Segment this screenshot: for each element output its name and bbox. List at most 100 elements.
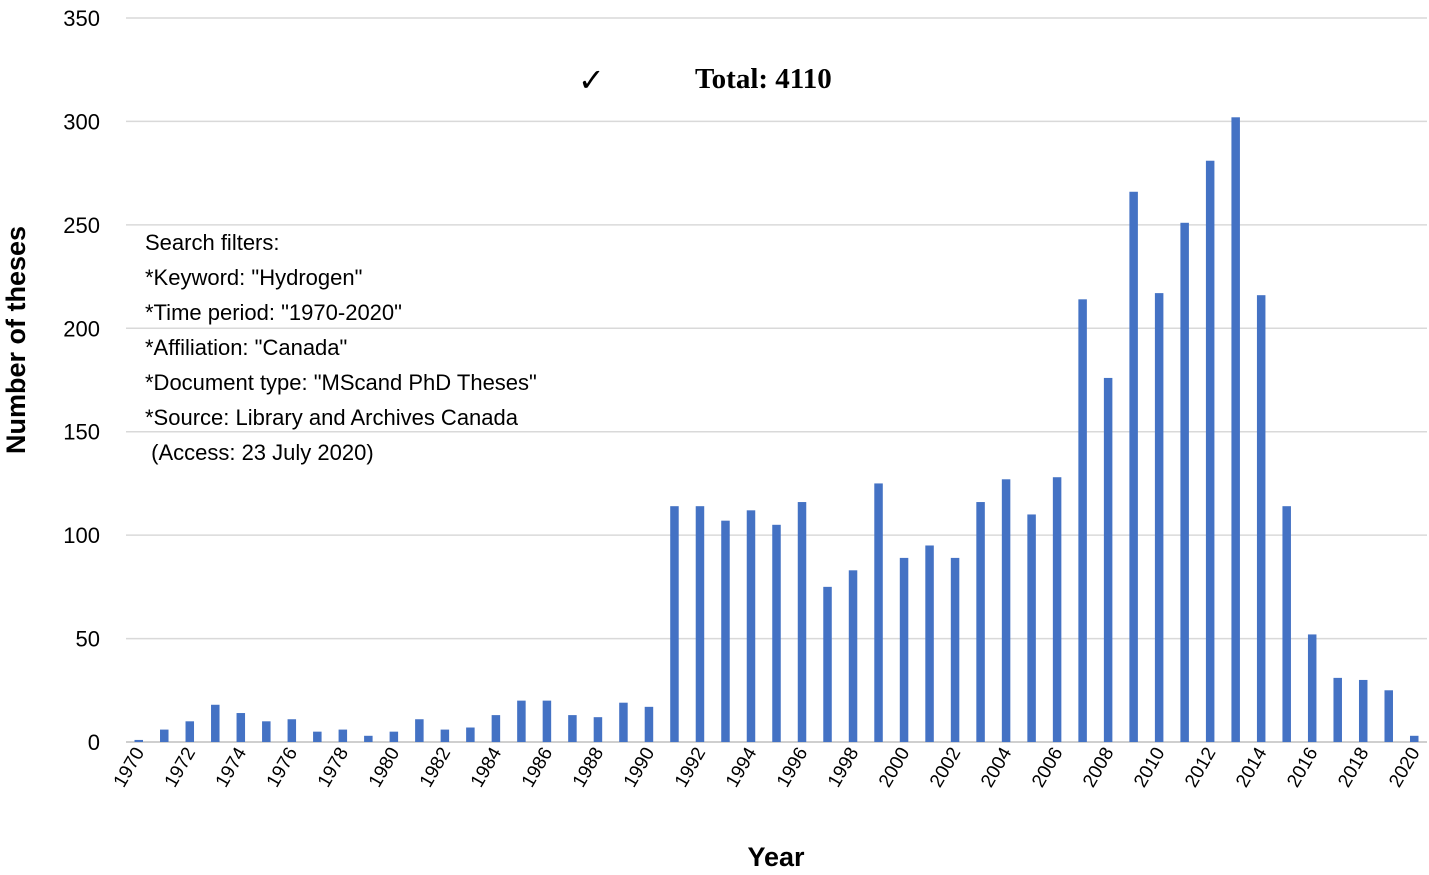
x-tick-label: 1976 bbox=[263, 744, 302, 791]
bar-2004 bbox=[1001, 479, 1011, 742]
total-check-icon: ✓ bbox=[578, 61, 605, 99]
bar-2016 bbox=[1307, 634, 1317, 742]
x-tick-label: 1978 bbox=[314, 744, 353, 791]
bar-2010 bbox=[1154, 293, 1164, 742]
bar-1987 bbox=[568, 715, 577, 742]
bar-1992 bbox=[695, 506, 705, 742]
bar-1988 bbox=[593, 717, 603, 742]
x-tick-label: 2006 bbox=[1028, 744, 1067, 791]
x-tick-label: 2012 bbox=[1181, 744, 1220, 791]
bar-2005 bbox=[1027, 514, 1036, 742]
x-axis-title: Year bbox=[747, 842, 805, 872]
bar-2000 bbox=[899, 557, 909, 742]
x-tick-label: 2018 bbox=[1334, 744, 1373, 791]
bars bbox=[134, 117, 1419, 742]
bar-1980 bbox=[389, 731, 399, 742]
search-filters-note: Search filters: *Keyword: "Hydrogen" *Time… bbox=[145, 230, 537, 465]
y-tick-label: 100 bbox=[63, 523, 100, 548]
bar-2006 bbox=[1052, 477, 1062, 742]
bar-1983 bbox=[466, 727, 475, 742]
bar-1993 bbox=[721, 520, 730, 742]
bar-2020 bbox=[1409, 735, 1419, 742]
y-axis-ticks: 0 50 100 150 200 250 300 350 bbox=[63, 6, 100, 755]
bar-1981 bbox=[415, 719, 424, 742]
bar-2009 bbox=[1129, 191, 1138, 742]
bar-2007 bbox=[1078, 299, 1087, 742]
bar-2019 bbox=[1384, 690, 1393, 742]
note-line: *Source: Library and Archives Canada bbox=[145, 405, 519, 430]
x-tick-label: 1990 bbox=[620, 744, 659, 791]
y-tick-label: 350 bbox=[63, 6, 100, 31]
x-tick-label: 1986 bbox=[518, 744, 557, 791]
bar-1985 bbox=[517, 700, 526, 742]
bar-1997 bbox=[823, 586, 832, 742]
bar-1970 bbox=[134, 739, 144, 742]
bar-1979 bbox=[364, 735, 373, 742]
bar-1975 bbox=[262, 721, 271, 742]
note-line: *Affiliation: "Canada" bbox=[145, 335, 347, 360]
bar-1974 bbox=[236, 713, 246, 742]
x-tick-label: 1994 bbox=[722, 744, 762, 791]
bar-2011 bbox=[1180, 222, 1189, 742]
x-tick-label: 1996 bbox=[773, 744, 812, 791]
x-tick-label: 1982 bbox=[416, 744, 455, 791]
total-annotation: Total: 4110 bbox=[695, 63, 832, 95]
bar-1977 bbox=[313, 731, 322, 742]
bar-1976 bbox=[287, 719, 297, 742]
bar-1986 bbox=[542, 700, 552, 742]
note-line: *Keyword: "Hydrogen" bbox=[145, 265, 362, 290]
x-tick-label: 2004 bbox=[977, 744, 1017, 791]
x-tick-label: 2000 bbox=[875, 744, 914, 791]
y-tick-label: 50 bbox=[76, 627, 100, 652]
x-tick-label: 1988 bbox=[569, 744, 608, 791]
bar-1990 bbox=[644, 706, 654, 742]
bar-1989 bbox=[619, 702, 628, 742]
x-tick-label: 1980 bbox=[365, 744, 404, 791]
x-tick-label: 2008 bbox=[1079, 744, 1118, 791]
bar-2003 bbox=[976, 502, 985, 742]
y-tick-label: 200 bbox=[63, 316, 100, 341]
x-tick-label: 1972 bbox=[161, 744, 200, 791]
x-tick-label: 1970 bbox=[110, 744, 149, 791]
bar-1995 bbox=[772, 524, 781, 742]
x-tick-label: 1998 bbox=[824, 744, 863, 791]
bar-2012 bbox=[1205, 160, 1215, 742]
bar-1991 bbox=[670, 506, 679, 742]
note-line: *Time period: "1970-2020" bbox=[145, 300, 402, 325]
bar-2015 bbox=[1282, 506, 1291, 742]
bar-1973 bbox=[211, 704, 220, 742]
note-line: *Document type: "MScand PhD Theses" bbox=[145, 370, 537, 395]
x-axis-ticks: 1970 1972 1974 1976 1978 1980 1982 1984 1986 1988… bbox=[110, 744, 1425, 791]
x-tick-label: 2016 bbox=[1283, 744, 1322, 791]
bar-1994 bbox=[746, 510, 756, 742]
x-tick-label: 2020 bbox=[1385, 744, 1424, 791]
x-tick-label: 2010 bbox=[1130, 744, 1169, 791]
bar-2014 bbox=[1256, 295, 1266, 742]
bar-2002 bbox=[950, 557, 960, 742]
bar-1972 bbox=[185, 721, 195, 742]
bar-2001 bbox=[925, 545, 934, 742]
bar-2008 bbox=[1103, 377, 1113, 742]
y-axis-title: Number of theses bbox=[1, 226, 31, 454]
bar-2013 bbox=[1231, 117, 1240, 742]
x-tick-label: 2002 bbox=[926, 744, 965, 791]
bar-1971 bbox=[160, 729, 169, 742]
x-tick-label: 1984 bbox=[467, 744, 507, 791]
y-tick-label: 0 bbox=[88, 730, 100, 755]
note-line: Search filters: bbox=[145, 230, 280, 255]
note-line: (Access: 23 July 2020) bbox=[145, 440, 374, 465]
x-tick-label: 1974 bbox=[212, 744, 252, 791]
bar-1984 bbox=[491, 715, 501, 742]
bar-1982 bbox=[440, 729, 450, 742]
bar-2018 bbox=[1358, 679, 1368, 742]
y-tick-label: 150 bbox=[63, 420, 100, 445]
bar-1998 bbox=[848, 570, 858, 742]
bar-1996 bbox=[797, 502, 807, 742]
y-tick-label: 300 bbox=[63, 109, 100, 134]
x-tick-label: 2014 bbox=[1232, 744, 1272, 791]
y-tick-label: 250 bbox=[63, 213, 100, 238]
bar-1978 bbox=[338, 729, 348, 742]
bar-2017 bbox=[1333, 677, 1342, 742]
bar-1999 bbox=[874, 483, 883, 742]
